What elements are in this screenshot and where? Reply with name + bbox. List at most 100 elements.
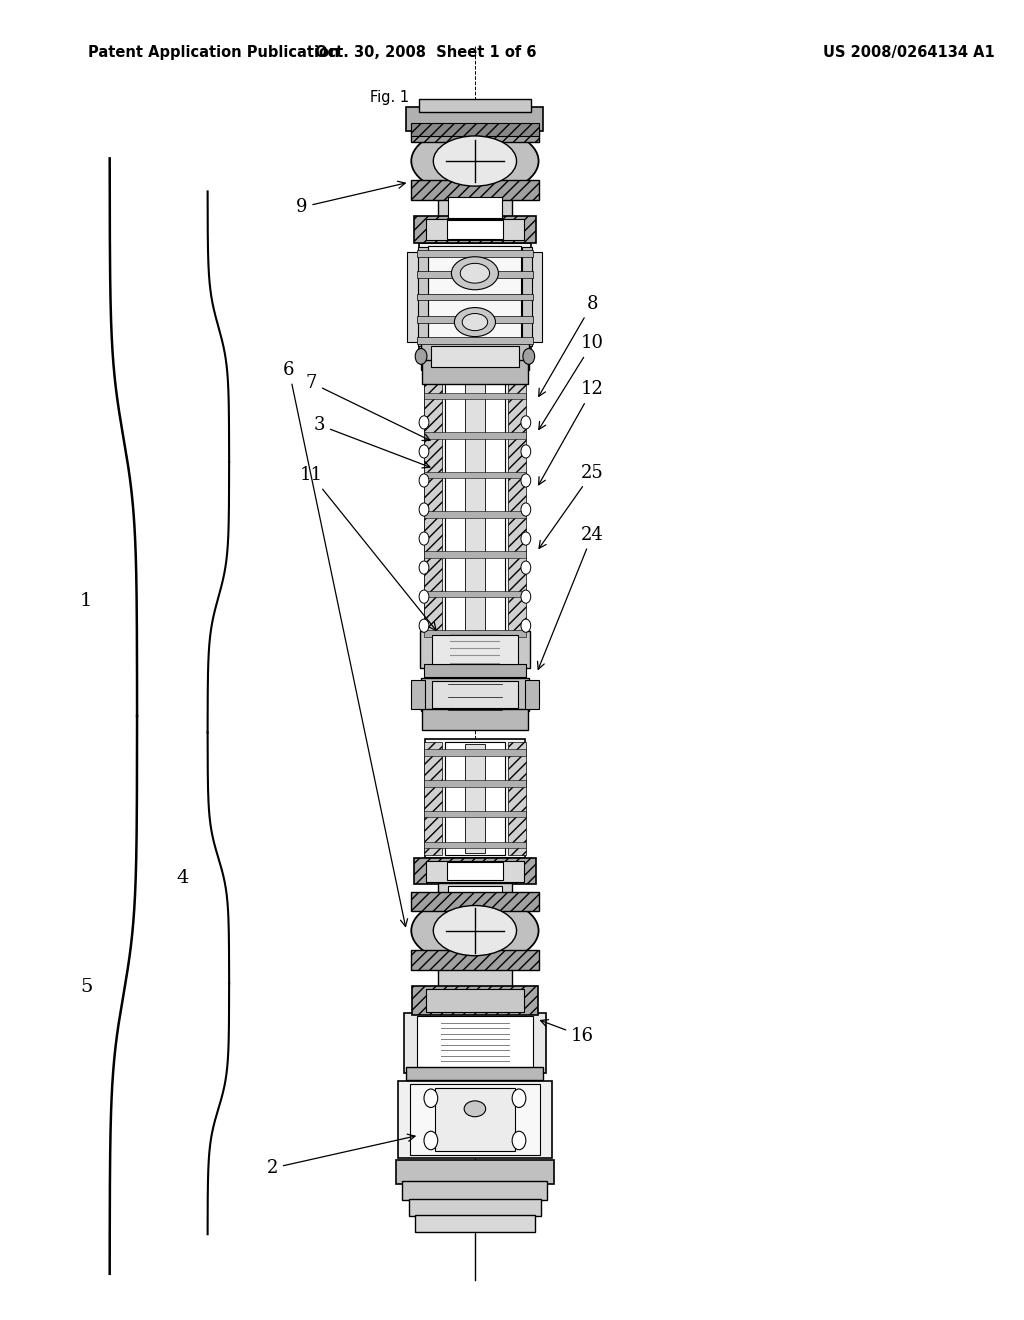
Bar: [428, 246, 521, 348]
Bar: [424, 433, 526, 438]
Ellipse shape: [419, 445, 429, 458]
Bar: [522, 248, 531, 346]
Text: Patent Application Publication: Patent Application Publication: [88, 45, 340, 59]
Bar: [424, 552, 526, 557]
Bar: [412, 892, 539, 911]
Bar: [444, 380, 505, 651]
Bar: [432, 635, 518, 664]
Ellipse shape: [521, 590, 530, 603]
Ellipse shape: [521, 503, 530, 516]
Bar: [415, 1214, 535, 1233]
Bar: [412, 121, 539, 141]
Bar: [424, 842, 526, 849]
Ellipse shape: [419, 503, 429, 516]
Ellipse shape: [521, 416, 530, 429]
Ellipse shape: [419, 619, 429, 632]
Ellipse shape: [424, 1131, 437, 1150]
Bar: [438, 965, 512, 989]
Text: 1: 1: [80, 591, 92, 610]
Ellipse shape: [412, 127, 539, 195]
Bar: [424, 742, 441, 855]
Bar: [419, 243, 531, 351]
Bar: [421, 343, 528, 370]
Ellipse shape: [419, 474, 429, 487]
Bar: [447, 886, 502, 904]
Text: 7: 7: [306, 374, 430, 441]
Bar: [435, 1088, 515, 1151]
Ellipse shape: [460, 263, 489, 284]
Ellipse shape: [412, 896, 539, 965]
Text: 6: 6: [283, 360, 408, 927]
Bar: [409, 1199, 541, 1217]
Text: 16: 16: [541, 1019, 594, 1045]
Bar: [426, 989, 524, 1012]
Text: 3: 3: [313, 416, 430, 467]
Ellipse shape: [433, 136, 516, 186]
Text: 11: 11: [300, 466, 436, 631]
Bar: [465, 383, 484, 647]
Bar: [417, 294, 532, 300]
Bar: [426, 219, 524, 240]
Bar: [426, 861, 524, 882]
Bar: [417, 272, 532, 277]
Bar: [525, 252, 543, 342]
Bar: [424, 664, 526, 677]
Text: 5: 5: [80, 978, 92, 997]
Bar: [424, 750, 526, 755]
Ellipse shape: [419, 416, 429, 429]
Ellipse shape: [512, 1089, 526, 1107]
Bar: [403, 1014, 546, 1072]
Bar: [412, 950, 539, 969]
Bar: [424, 471, 526, 478]
Bar: [425, 376, 525, 653]
Bar: [424, 630, 526, 636]
Bar: [411, 1084, 540, 1155]
Bar: [408, 252, 425, 342]
Bar: [414, 858, 537, 884]
Text: 10: 10: [539, 334, 604, 429]
Ellipse shape: [452, 256, 499, 290]
Ellipse shape: [521, 474, 530, 487]
Bar: [424, 380, 441, 651]
Bar: [417, 1016, 532, 1069]
Text: 24: 24: [538, 525, 604, 669]
Ellipse shape: [415, 348, 427, 364]
Bar: [418, 248, 428, 346]
Bar: [508, 742, 526, 855]
Ellipse shape: [521, 532, 530, 545]
Ellipse shape: [419, 532, 429, 545]
Text: Oct. 30, 2008  Sheet 1 of 6: Oct. 30, 2008 Sheet 1 of 6: [315, 45, 537, 59]
Bar: [421, 678, 528, 710]
Ellipse shape: [521, 619, 530, 632]
Bar: [417, 249, 532, 256]
Bar: [420, 631, 529, 668]
Bar: [438, 883, 512, 907]
Bar: [422, 360, 527, 384]
Text: Fig. 1: Fig. 1: [370, 90, 410, 104]
Text: 8: 8: [539, 294, 598, 396]
Bar: [414, 216, 537, 243]
Bar: [438, 194, 512, 220]
Bar: [417, 315, 532, 322]
Ellipse shape: [433, 906, 516, 956]
Bar: [424, 393, 526, 399]
Bar: [431, 346, 519, 367]
Bar: [424, 590, 526, 597]
Ellipse shape: [521, 445, 530, 458]
Bar: [424, 810, 526, 817]
Ellipse shape: [512, 1131, 526, 1150]
Bar: [425, 739, 525, 858]
Bar: [446, 862, 504, 880]
Bar: [446, 220, 504, 239]
Ellipse shape: [424, 1089, 437, 1107]
Bar: [424, 780, 526, 787]
Bar: [395, 1160, 554, 1184]
Bar: [444, 742, 505, 855]
Bar: [419, 99, 531, 112]
Bar: [412, 680, 425, 709]
Ellipse shape: [464, 1101, 485, 1117]
Bar: [424, 511, 526, 517]
Bar: [422, 709, 527, 730]
Bar: [407, 107, 544, 131]
Text: 25: 25: [539, 463, 604, 548]
